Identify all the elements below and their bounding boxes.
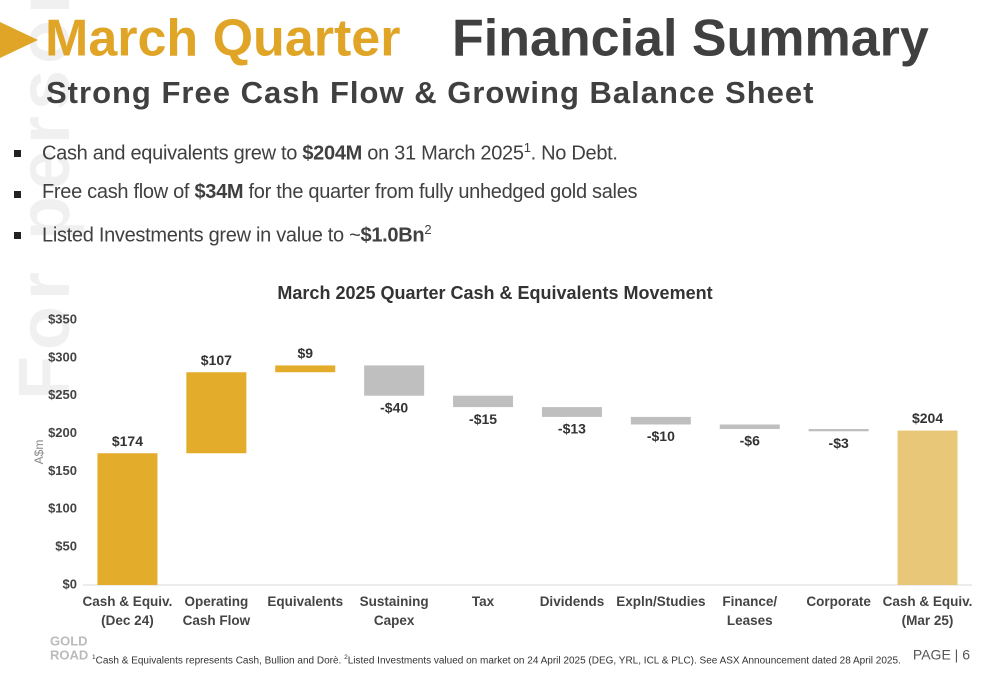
y-tick-label: $50 <box>55 539 77 554</box>
x-tick-label: Corporate <box>806 594 871 609</box>
footnote-text: Cash & Equivalents represents Cash, Bull… <box>95 655 345 667</box>
bullet-marker <box>14 191 21 198</box>
bullet-text: Cash and equivalents grew to <box>42 142 303 165</box>
bullet: Listed Investments grew in value to ~$1.… <box>42 222 432 248</box>
value-label: $9 <box>297 345 313 361</box>
value-label: $204 <box>912 410 943 426</box>
footnote-text: 2 <box>344 654 348 661</box>
bar <box>541 407 602 417</box>
bullet-text: Free cash flow of <box>42 181 195 203</box>
logo: ROAD <box>50 647 88 662</box>
bar <box>97 453 158 585</box>
logo: GOLD <box>50 633 88 648</box>
bullet-text: Listed Investments grew in value to ~ <box>42 224 361 247</box>
x-tick-label: Cash & Equiv. (Dec 24) <box>83 594 173 628</box>
chart-title: March 2025 Quarter Cash & Equivalents Mo… <box>277 283 712 303</box>
watermark: For personal use only <box>5 0 85 400</box>
bullet-text: 1 <box>523 140 531 155</box>
y-tick-label: $350 <box>48 311 77 326</box>
value-label: -$15 <box>469 411 497 427</box>
value-label: $174 <box>112 433 143 449</box>
bullet-text: on 31 March 2025 <box>362 142 524 165</box>
x-tick-label: Dividends <box>540 594 605 609</box>
bar <box>186 372 247 454</box>
y-tick-label: $300 <box>48 349 77 364</box>
y-tick-label: $100 <box>48 501 77 516</box>
bullet: Free cash flow of $34M for the quarter f… <box>42 181 638 204</box>
x-tick-label: Operating Cash Flow <box>183 594 251 628</box>
y-axis-label: A$m <box>32 440 46 465</box>
subtitle: Strong Free Cash Flow & Growing Balance … <box>46 75 814 110</box>
bullet-text: for the quarter from fully unhedged gold… <box>243 181 638 203</box>
bullet-marker <box>14 150 21 157</box>
x-tick-label: Finance/Leases <box>722 594 777 628</box>
page-number: PAGE | 6 <box>913 647 970 663</box>
y-tick-label: $250 <box>48 387 77 402</box>
value-label: $107 <box>201 352 232 368</box>
bar <box>453 395 514 408</box>
x-tick-label: Cash & Equiv. (Mar 25) <box>883 594 973 628</box>
x-tick-label: Equivalents <box>267 594 343 609</box>
value-label: -$6 <box>740 433 760 449</box>
bullet-text: $34M <box>194 181 244 203</box>
y-tick-label: $150 <box>48 463 77 478</box>
title-arrow <box>0 22 38 58</box>
bullet: Cash and equivalents grew to $204M on 31… <box>42 140 618 166</box>
footnote-text: 1 <box>92 654 96 661</box>
footnote: 1Cash & Equivalents represents Cash, Bul… <box>92 654 901 666</box>
bullet-text: . No Debt. <box>530 142 618 165</box>
value-label: -$3 <box>829 435 849 451</box>
bar <box>275 365 336 373</box>
title-accent: March Quarter <box>45 10 400 68</box>
bullet-text: $204M <box>302 142 363 165</box>
bar <box>630 416 691 425</box>
x-tick-label: Expln/Studies <box>616 594 705 609</box>
bar <box>808 429 869 432</box>
x-tick-label: Sustaining Capex <box>360 594 429 628</box>
y-tick-label: $200 <box>48 425 77 440</box>
value-label: -$40 <box>380 399 408 415</box>
bar <box>897 430 958 585</box>
y-tick-label: $0 <box>63 576 77 591</box>
bullet-text: $1.0Bn <box>360 224 425 247</box>
bar <box>719 424 780 430</box>
bullet-text: 2 <box>424 222 432 237</box>
x-tick-label: Tax <box>472 594 495 609</box>
title-main: Financial Summary <box>452 10 929 68</box>
value-label: -$10 <box>647 428 675 444</box>
bar <box>364 365 425 396</box>
footnote-text: Listed Investments valued on market on 2… <box>347 655 901 667</box>
bullet-marker <box>14 232 21 239</box>
value-label: -$13 <box>558 421 586 437</box>
